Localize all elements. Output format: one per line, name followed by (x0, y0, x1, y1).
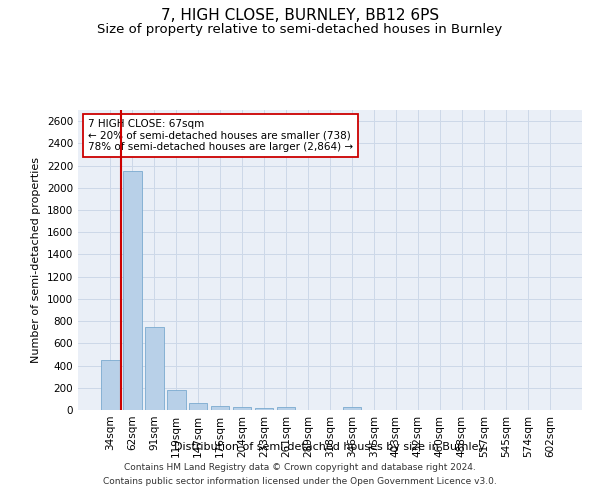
Bar (123, 171, 142, 410)
Bar (145, 326, 164, 410)
Bar (167, 390, 185, 410)
Bar (343, 406, 361, 410)
Bar (101, 360, 119, 410)
Text: 7 HIGH CLOSE: 67sqm
← 20% of semi-detached houses are smaller (738)
78% of semi-: 7 HIGH CLOSE: 67sqm ← 20% of semi-detach… (88, 119, 353, 152)
Bar (255, 408, 274, 410)
Text: 7, HIGH CLOSE, BURNLEY, BB12 6PS: 7, HIGH CLOSE, BURNLEY, BB12 6PS (161, 8, 439, 22)
Y-axis label: Number of semi-detached properties: Number of semi-detached properties (31, 157, 41, 363)
Text: Contains HM Land Registry data © Crown copyright and database right 2024.: Contains HM Land Registry data © Crown c… (124, 464, 476, 472)
Bar (211, 406, 229, 410)
Text: Size of property relative to semi-detached houses in Burnley: Size of property relative to semi-detach… (97, 22, 503, 36)
Text: Distribution of semi-detached houses by size in Burnley: Distribution of semi-detached houses by … (175, 442, 485, 452)
Bar (277, 407, 295, 410)
Text: Contains public sector information licensed under the Open Government Licence v3: Contains public sector information licen… (103, 477, 497, 486)
Bar (233, 406, 251, 410)
Bar (189, 404, 208, 410)
